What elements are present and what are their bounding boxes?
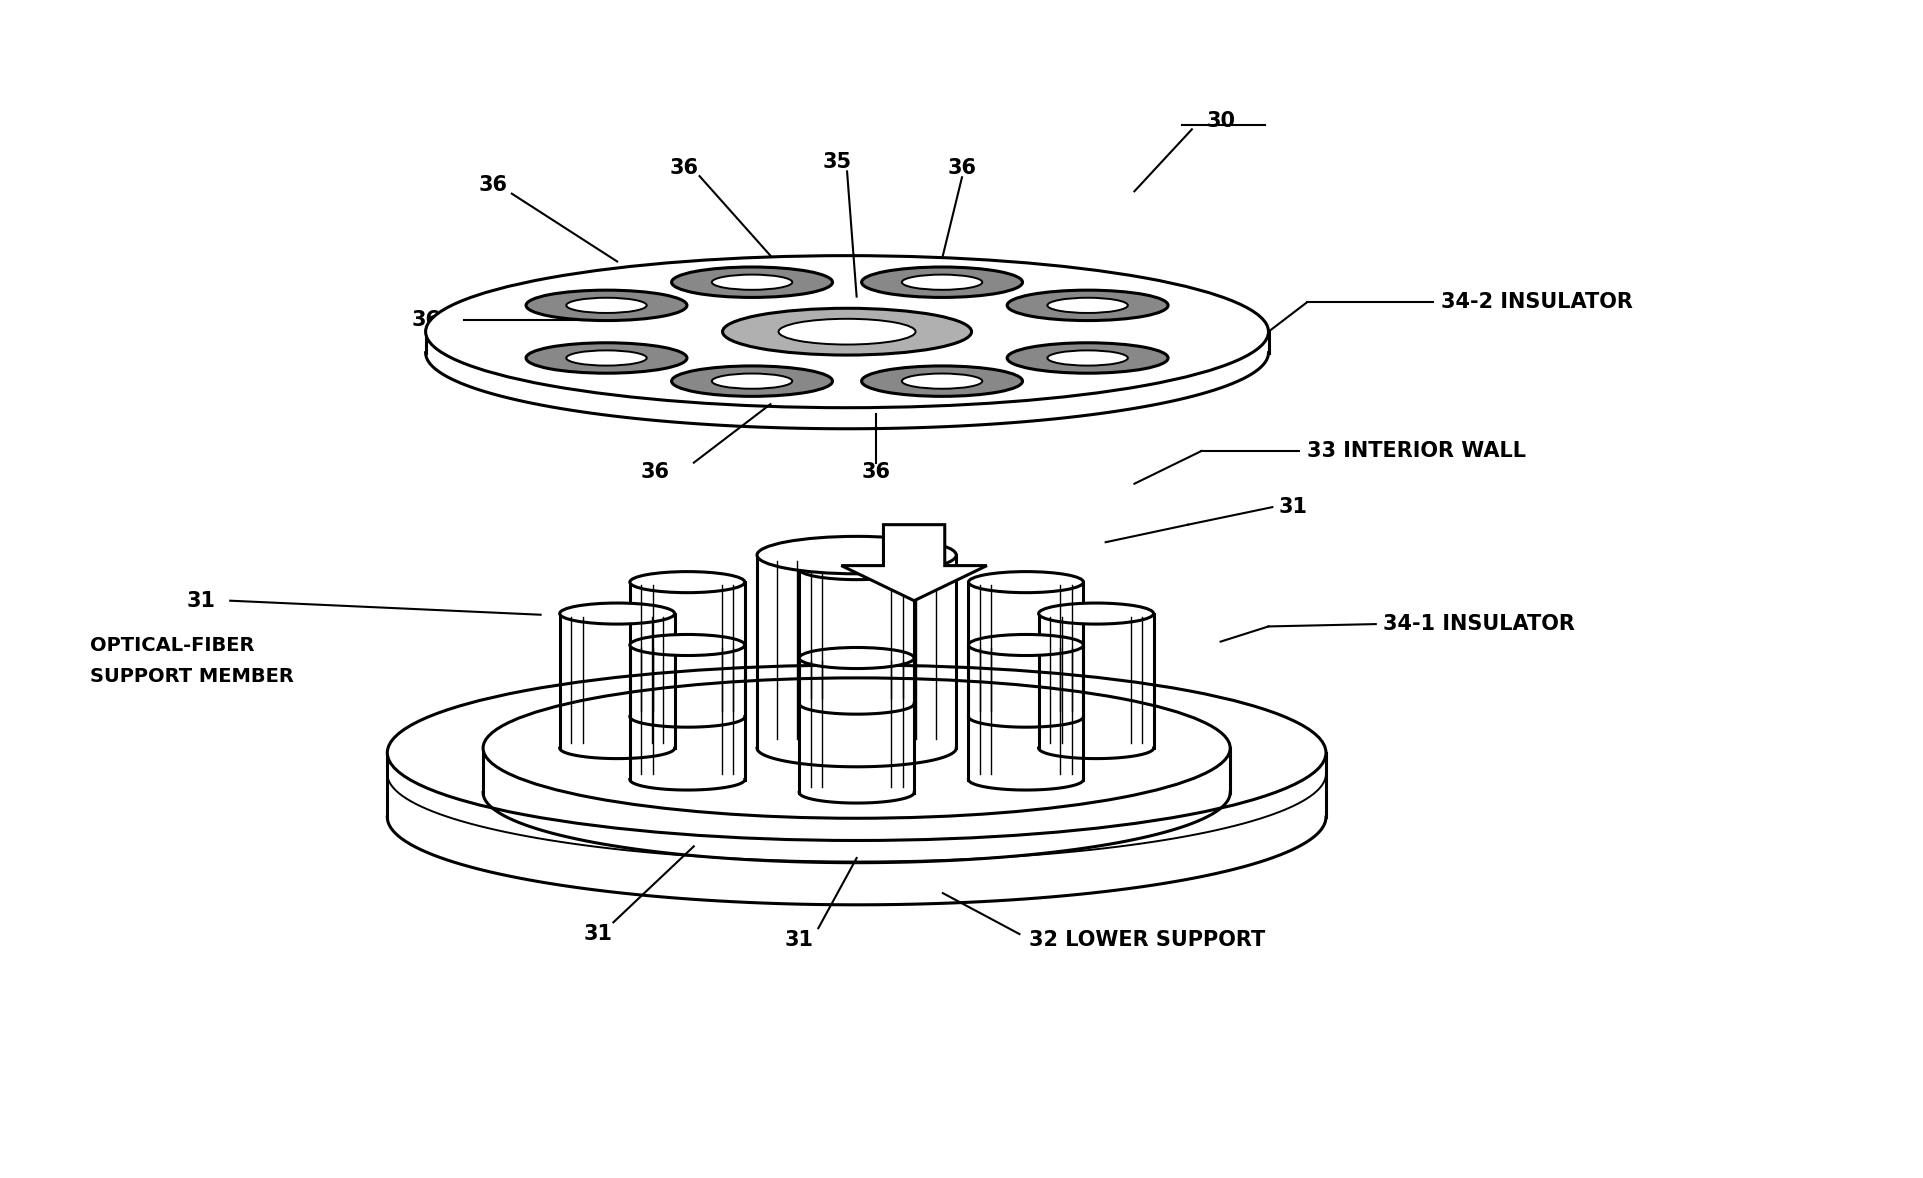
Ellipse shape (565, 298, 646, 313)
Ellipse shape (671, 366, 833, 396)
Text: 34-2 INSULATOR: 34-2 INSULATOR (1440, 292, 1633, 312)
Ellipse shape (798, 558, 913, 580)
Ellipse shape (565, 350, 646, 365)
Text: 36: 36 (946, 158, 977, 178)
Polygon shape (840, 524, 986, 601)
Text: 31: 31 (187, 590, 215, 610)
Text: 36: 36 (669, 158, 698, 178)
Ellipse shape (1046, 350, 1127, 365)
Text: 31: 31 (583, 924, 612, 944)
Text: 36: 36 (862, 462, 890, 482)
Ellipse shape (967, 571, 1083, 593)
Ellipse shape (629, 571, 744, 593)
Ellipse shape (483, 677, 1229, 819)
Ellipse shape (387, 666, 1325, 840)
Ellipse shape (671, 267, 833, 297)
Ellipse shape (1046, 298, 1127, 313)
Ellipse shape (756, 536, 956, 574)
Ellipse shape (779, 319, 915, 344)
Ellipse shape (1006, 343, 1167, 373)
Ellipse shape (629, 635, 744, 655)
Text: 32 LOWER SUPPORT: 32 LOWER SUPPORT (1029, 929, 1265, 949)
Text: 31: 31 (785, 929, 813, 949)
Text: 30: 30 (1206, 111, 1235, 131)
Text: 33 INTERIOR WALL: 33 INTERIOR WALL (1306, 441, 1525, 461)
Text: 35: 35 (823, 152, 852, 172)
Ellipse shape (525, 290, 687, 320)
Ellipse shape (862, 366, 1021, 396)
Ellipse shape (525, 343, 687, 373)
Ellipse shape (1006, 290, 1167, 320)
Ellipse shape (902, 373, 983, 389)
Ellipse shape (967, 635, 1083, 655)
Text: 31: 31 (1277, 497, 1306, 517)
Text: 34-1 INSULATOR: 34-1 INSULATOR (1383, 614, 1575, 634)
Text: SUPPORT MEMBER: SUPPORT MEMBER (90, 667, 294, 687)
Ellipse shape (425, 256, 1267, 408)
Text: 36: 36 (412, 310, 440, 330)
Ellipse shape (902, 274, 983, 290)
Ellipse shape (712, 274, 792, 290)
Ellipse shape (560, 603, 675, 624)
Ellipse shape (723, 309, 971, 355)
Ellipse shape (712, 373, 792, 389)
Ellipse shape (798, 648, 913, 669)
Ellipse shape (862, 267, 1021, 297)
Text: 36: 36 (640, 462, 669, 482)
Text: OPTICAL-FIBER: OPTICAL-FIBER (90, 636, 254, 655)
Ellipse shape (1038, 603, 1154, 624)
Text: 36: 36 (479, 176, 508, 196)
